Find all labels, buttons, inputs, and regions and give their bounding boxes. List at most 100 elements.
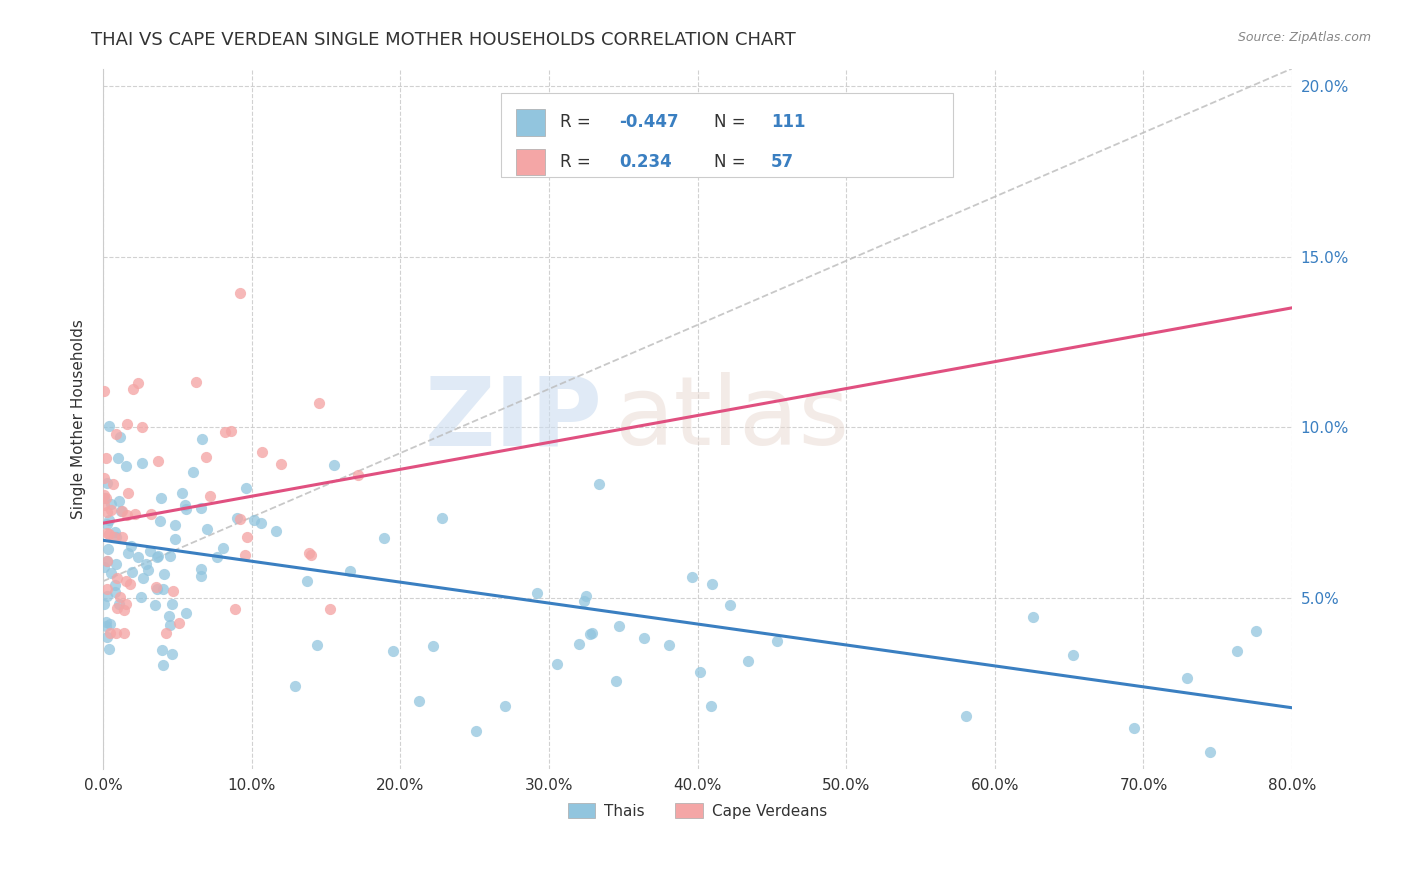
Point (93, 471, 115, 485)
Point (1175, 671, 1198, 685)
Point (100, 625, 122, 640)
Point (191, 432, 214, 446)
Point (96, 631, 118, 645)
Point (93, 559, 115, 574)
Point (233, 548, 256, 562)
Point (299, 548, 322, 562)
Point (152, 582, 174, 597)
Text: 0.234: 0.234 (619, 153, 672, 171)
Point (176, 606, 198, 620)
Point (226, 511, 249, 525)
Point (432, 511, 454, 525)
Point (766, 634, 789, 648)
Point (689, 665, 711, 679)
Point (110, 590, 132, 604)
Point (111, 504, 134, 518)
Point (607, 619, 630, 633)
Text: ZIP: ZIP (425, 373, 602, 466)
Point (155, 625, 177, 640)
Point (319, 602, 342, 616)
Point (422, 639, 444, 653)
Point (103, 578, 125, 592)
Point (1022, 609, 1045, 624)
Point (145, 580, 167, 594)
Point (382, 643, 405, 657)
Point (298, 546, 321, 560)
Point (581, 626, 603, 640)
Point (98, 513, 121, 527)
Point (93, 488, 115, 502)
Point (163, 533, 186, 547)
Point (159, 549, 181, 563)
Point (105, 571, 128, 585)
Point (96, 618, 118, 632)
Point (284, 679, 307, 693)
Point (148, 549, 170, 563)
Point (1244, 624, 1267, 639)
Point (198, 489, 221, 503)
Point (494, 699, 516, 714)
Point (1225, 644, 1247, 658)
Point (127, 376, 149, 391)
Point (96, 554, 118, 568)
Text: THAI VS CAPE VERDEAN SINGLE MOTHER HOUSEHOLDS CORRELATION CHART: THAI VS CAPE VERDEAN SINGLE MOTHER HOUSE… (91, 31, 796, 49)
Point (219, 424, 242, 438)
Point (633, 631, 655, 645)
Point (347, 467, 370, 482)
Point (129, 590, 152, 604)
Point (94, 615, 117, 630)
Point (323, 458, 346, 473)
Point (264, 524, 287, 539)
Point (112, 603, 135, 617)
Point (149, 514, 172, 528)
Point (98, 526, 121, 541)
Point (145, 582, 167, 596)
Point (172, 485, 194, 500)
Point (214, 425, 236, 439)
Text: atlas: atlas (614, 373, 849, 466)
FancyBboxPatch shape (516, 149, 546, 176)
Point (184, 376, 207, 390)
Point (159, 618, 181, 632)
Point (339, 565, 361, 579)
Point (163, 517, 186, 532)
Point (229, 286, 252, 301)
Point (115, 417, 138, 431)
Point (117, 546, 139, 560)
Point (105, 530, 128, 544)
Point (174, 502, 197, 516)
Point (96, 516, 118, 531)
Point (97, 418, 120, 433)
Point (105, 600, 128, 615)
Point (132, 571, 155, 585)
Point (105, 625, 128, 640)
Point (955, 709, 977, 723)
Point (114, 574, 136, 588)
Point (120, 539, 142, 553)
Point (149, 491, 172, 505)
Point (681, 570, 703, 584)
Point (568, 636, 591, 650)
Point (229, 512, 252, 526)
Point (93, 598, 115, 612)
Point (97, 541, 120, 556)
Point (181, 465, 204, 479)
Point (737, 654, 759, 668)
Point (120, 577, 142, 591)
Point (93, 491, 115, 506)
Point (108, 430, 131, 444)
Point (94, 491, 117, 506)
Y-axis label: Single Mother Households: Single Mother Households (72, 319, 86, 519)
Point (242, 513, 264, 527)
Point (107, 493, 129, 508)
Point (96, 505, 118, 519)
Point (252, 445, 274, 459)
Point (572, 594, 595, 608)
Point (167, 616, 190, 631)
FancyBboxPatch shape (502, 93, 953, 178)
Point (96, 526, 118, 541)
Point (605, 674, 627, 689)
Text: N =: N = (714, 113, 751, 131)
Point (373, 532, 395, 546)
Point (97, 642, 120, 657)
